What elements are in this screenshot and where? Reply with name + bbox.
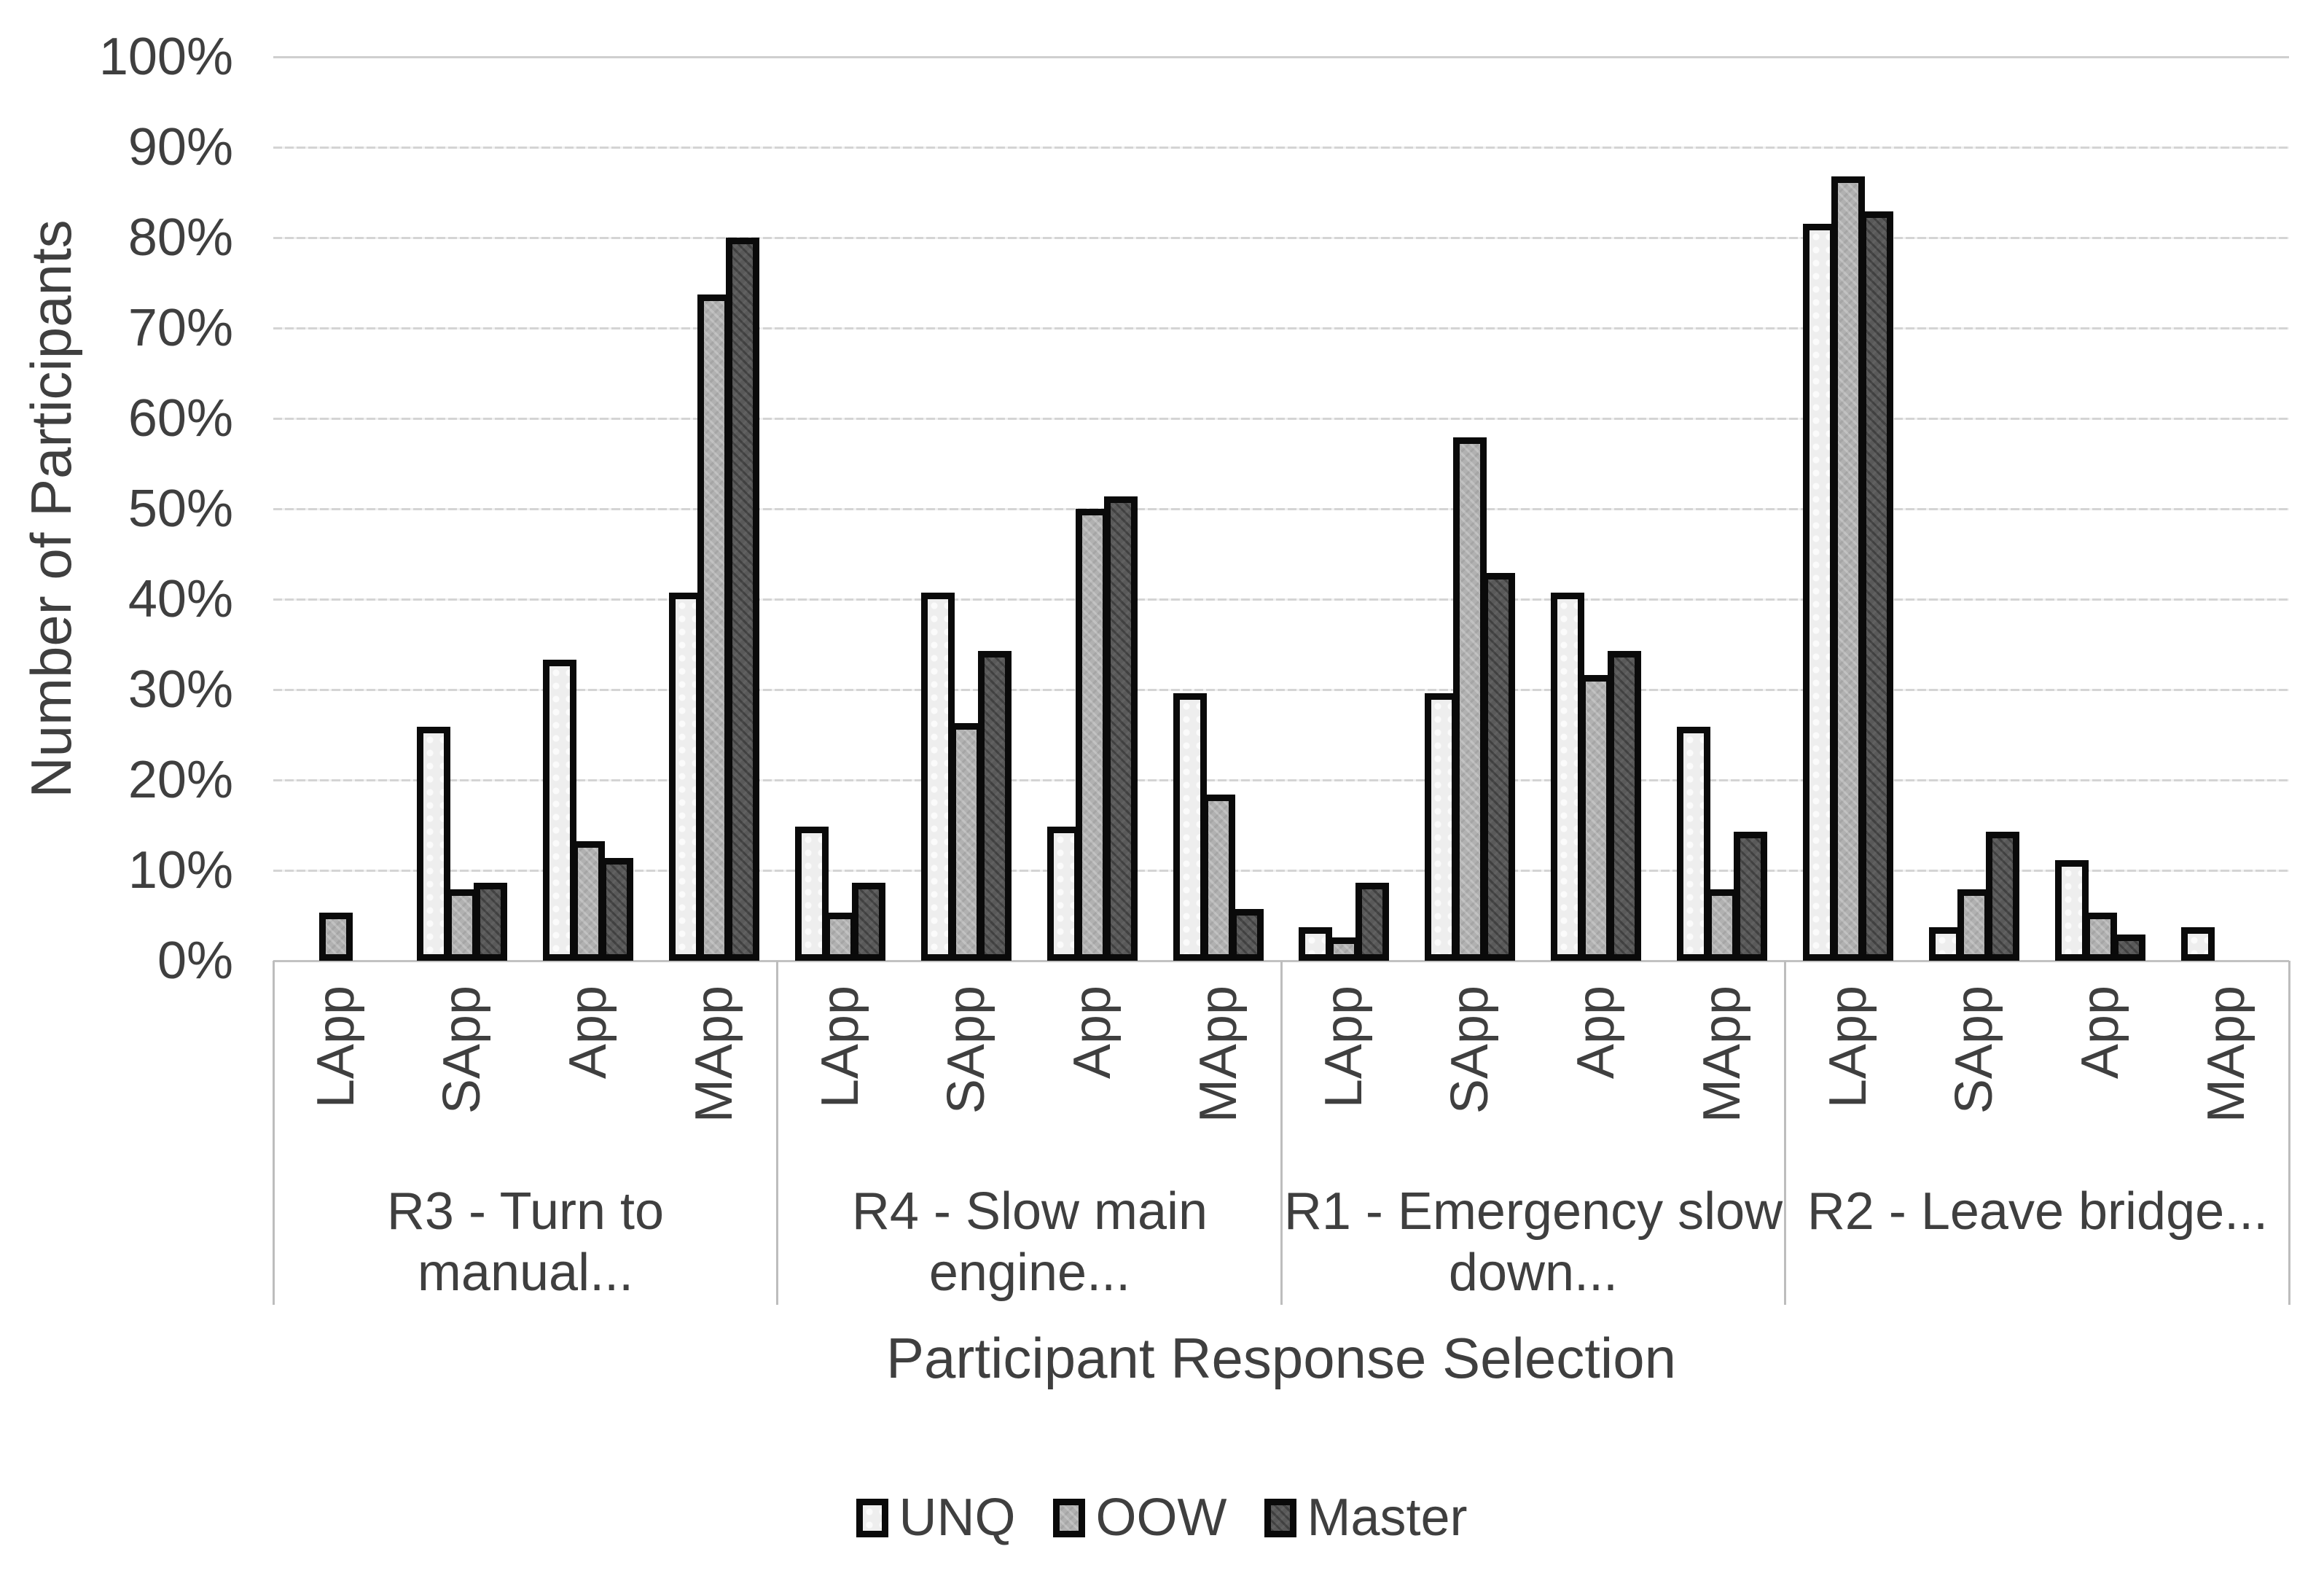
- x-subcategory-label: LApp: [307, 986, 365, 1109]
- bar-Master: [600, 858, 633, 961]
- x-subcategory-label: MApp: [1189, 986, 1248, 1123]
- x-subcategory-label: SApp: [1441, 986, 1499, 1115]
- legend-label: UNQ: [899, 1489, 1016, 1547]
- gridline: [273, 147, 2289, 149]
- y-tick-label: 10%: [128, 841, 233, 900]
- x-subcategory-label: MApp: [2197, 986, 2255, 1123]
- bar-UNQ: [417, 727, 450, 961]
- x-group-label-line: R3 - Turn to manual...: [386, 1182, 665, 1302]
- gridline: [273, 870, 2289, 872]
- gridline: [273, 598, 2289, 601]
- bar-Master: [726, 238, 759, 961]
- y-tick-label: 70%: [128, 299, 233, 357]
- category-separator: [776, 961, 778, 1305]
- x-group-label-line: engine...: [928, 1244, 1131, 1302]
- category-separator: [273, 961, 275, 1305]
- category-separator: [1280, 961, 1283, 1305]
- bar-UNQ: [2055, 860, 2089, 961]
- bar-Master: [1986, 832, 2019, 961]
- legend-swatch-icon: [1053, 1498, 1086, 1537]
- bar-OOW: [1202, 795, 1235, 961]
- y-tick-label: 20%: [128, 751, 233, 809]
- x-subcategory-label: App: [1063, 986, 1122, 1080]
- x-subcategory-label: App: [1567, 986, 1625, 1080]
- x-group-label-line: R4 - Slow main: [851, 1182, 1208, 1241]
- bar-OOW: [319, 913, 353, 961]
- legend-item-OOW: OOW: [1053, 1490, 1226, 1545]
- x-subcategory-label: MApp: [685, 986, 743, 1123]
- x-subcategory-label: LApp: [1819, 986, 1877, 1109]
- gridline: [273, 56, 2289, 58]
- y-tick-label: 90%: [128, 118, 233, 176]
- legend-swatch-icon: [856, 1498, 889, 1537]
- category-separator: [1784, 961, 1786, 1305]
- category-separator: [2288, 961, 2290, 1305]
- bar-Master: [1230, 909, 1264, 961]
- bar-Master: [1860, 211, 1893, 961]
- x-group-label: R3 - Turn to manual...: [273, 1181, 778, 1303]
- x-subcategory-label: LApp: [1315, 986, 1373, 1109]
- bar-Master: [1482, 573, 1515, 961]
- legend-item-UNQ: UNQ: [856, 1490, 1015, 1545]
- x-group-label: R1 - Emergency slow down...: [1281, 1181, 1785, 1303]
- gridline: [273, 418, 2289, 420]
- x-axis-title: Participant Response Selection: [886, 1326, 1676, 1390]
- bar-UNQ: [795, 827, 829, 961]
- y-tick-label: 0%: [157, 932, 233, 990]
- bar-Master: [1734, 832, 1767, 961]
- y-tick-label: 40%: [128, 570, 233, 628]
- legend-label: Master: [1307, 1489, 1468, 1547]
- legend-swatch-icon: [1264, 1498, 1297, 1537]
- y-tick-label: 100%: [98, 28, 233, 86]
- legend: UNQ OOW Master: [0, 1490, 2324, 1545]
- bar-UNQ: [1929, 927, 1963, 961]
- x-group-label-line: R2 - Leave bridge...: [1807, 1182, 2269, 1241]
- gridline: [273, 327, 2289, 329]
- x-subcategory-label: LApp: [811, 986, 869, 1109]
- legend-item-Master: Master: [1264, 1489, 1468, 1547]
- x-subcategory-label: SApp: [937, 986, 995, 1115]
- x-group-label-line: down...: [1448, 1244, 1619, 1302]
- gridline: [273, 689, 2289, 691]
- y-tick-label: 80%: [128, 208, 233, 267]
- bar-OOW: [1831, 176, 1865, 961]
- x-group-label: R4 - Slow main engine...: [778, 1181, 1282, 1303]
- y-tick-label: 50%: [128, 480, 233, 538]
- y-tick-label: 60%: [128, 389, 233, 448]
- x-group-label: R2 - Leave bridge...: [1785, 1181, 2290, 1242]
- x-group-label-line: R1 - Emergency slow: [1283, 1182, 1783, 1241]
- bar-Master: [2112, 935, 2145, 961]
- bar-UNQ: [543, 660, 576, 961]
- gridline: [273, 779, 2289, 781]
- x-subcategory-label: SApp: [433, 986, 491, 1115]
- gridline: [273, 237, 2289, 239]
- bar-OOW: [1327, 937, 1361, 961]
- bar-Master: [1355, 883, 1389, 961]
- x-subcategory-label: App: [2071, 986, 2129, 1080]
- legend-label: OOW: [1095, 1489, 1227, 1547]
- x-subcategory-label: App: [559, 986, 617, 1080]
- bar-Master: [1104, 496, 1138, 961]
- bar-Master: [1608, 651, 1641, 961]
- bar-Master: [852, 883, 885, 961]
- y-tick-label: 30%: [128, 660, 233, 719]
- x-subcategory-label: SApp: [1945, 986, 2003, 1115]
- bar-UNQ: [1677, 727, 1710, 961]
- bar-UNQ: [2181, 927, 2215, 961]
- x-subcategory-label: MApp: [1693, 986, 1751, 1123]
- bar-Master: [474, 883, 507, 961]
- bar-Master: [978, 651, 1012, 961]
- gridline: [273, 508, 2289, 510]
